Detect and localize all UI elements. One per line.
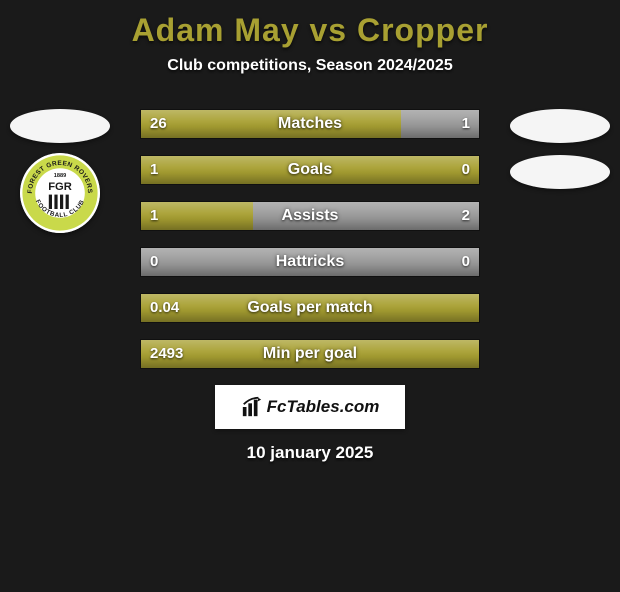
stat-bar-left (141, 340, 479, 368)
stat-value-right: 0 (462, 155, 470, 185)
stat-bar (140, 247, 480, 277)
stat-value-right: 1 (462, 109, 470, 139)
stat-bar-left (141, 248, 310, 276)
stat-bar-right (253, 202, 479, 230)
stat-value-right: 2 (462, 201, 470, 231)
fctables-badge: FcTables.com (215, 385, 405, 429)
stat-value-left: 0.04 (150, 293, 179, 323)
date-text: 10 january 2025 (0, 443, 620, 463)
comparison-stage: FOREST GREEN ROVERS FOOTBALL CLUB FGR 18… (0, 109, 620, 369)
stat-bar (140, 109, 480, 139)
stat-bar (140, 293, 480, 323)
team-badge-left-1 (10, 109, 110, 143)
stat-value-left: 0 (150, 247, 158, 277)
stat-value-left: 2493 (150, 339, 183, 369)
stat-bar-left (141, 156, 479, 184)
stat-value-left: 26 (150, 109, 167, 139)
stat-bar (140, 155, 480, 185)
page-title: Adam May vs Cropper (0, 12, 620, 49)
stat-row: Hattricks00 (0, 247, 620, 277)
crest-svg: FOREST GREEN ROVERS FOOTBALL CLUB FGR 18… (20, 153, 100, 233)
stat-bar (140, 201, 480, 231)
stat-row: Min per goal2493 (0, 339, 620, 369)
page-subtitle: Club competitions, Season 2024/2025 (0, 57, 620, 75)
stat-bar-left (141, 110, 401, 138)
stat-value-left: 1 (150, 201, 158, 231)
stat-bar (140, 339, 480, 369)
stat-bar-right (310, 248, 479, 276)
fctables-icon (241, 396, 263, 418)
stat-bar-left (141, 294, 479, 322)
team-badge-right-2 (510, 155, 610, 189)
fctables-label: FcTables.com (267, 397, 380, 417)
svg-text:FGR: FGR (48, 181, 72, 193)
stat-row: Goals per match0.04 (0, 293, 620, 323)
stat-value-left: 1 (150, 155, 158, 185)
team-badge-right-1 (510, 109, 610, 143)
svg-text:1889: 1889 (54, 173, 66, 179)
stat-value-right: 0 (462, 247, 470, 277)
team-crest-left: FOREST GREEN ROVERS FOOTBALL CLUB FGR 18… (20, 153, 100, 233)
